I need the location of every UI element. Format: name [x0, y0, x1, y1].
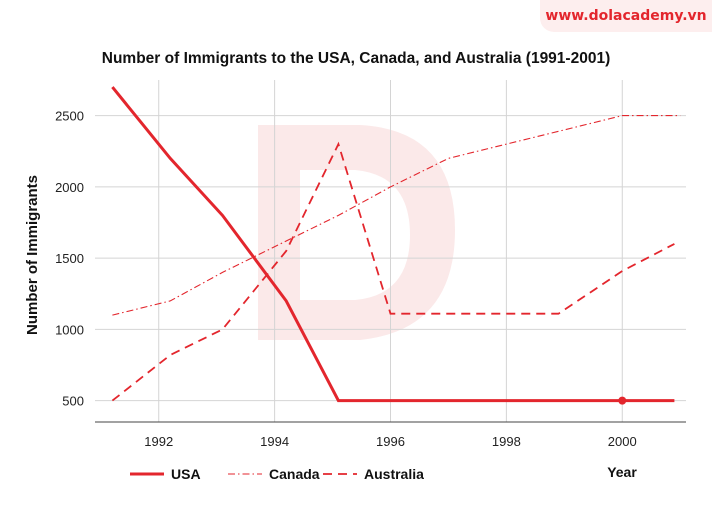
chart-title: Number of Immigrants to the USA, Canada,… — [101, 50, 611, 67]
legend-label-usa: USA — [171, 466, 201, 482]
y-axis-label: Number of Immigrants — [24, 175, 41, 335]
x-tick-label: 1996 — [376, 434, 405, 449]
series-line-australia — [111, 141, 675, 402]
y-tick-label: 500 — [62, 394, 84, 409]
brand-url: www.dolacademy.vn — [545, 8, 707, 24]
tick-labels: 500 1000 1500 2000 2500 1992 1994 1996 1998 2000 — [55, 109, 637, 449]
y-tick-label: 1500 — [55, 251, 84, 266]
legend: USA Canada Australia — [130, 466, 424, 482]
y-tick-label: 2500 — [55, 109, 84, 124]
x-axis-label: Year — [607, 464, 637, 480]
series-layer — [111, 86, 681, 405]
x-tick-label: 1992 — [144, 434, 173, 449]
y-tick-label: 1000 — [55, 322, 84, 337]
series-line-canada — [112, 115, 681, 316]
data-point-marker — [618, 396, 627, 405]
x-tick-label: 2000 — [608, 434, 637, 449]
x-tick-label: 1994 — [260, 434, 289, 449]
x-tick-label: 1998 — [492, 434, 521, 449]
watermark-logo — [258, 125, 455, 340]
legend-label-canada: Canada — [269, 466, 320, 482]
grid-lines — [95, 80, 686, 422]
legend-label-australia: Australia — [364, 466, 424, 482]
y-tick-label: 2000 — [55, 180, 84, 195]
brand-badge: www.dolacademy.vn — [540, 0, 712, 32]
